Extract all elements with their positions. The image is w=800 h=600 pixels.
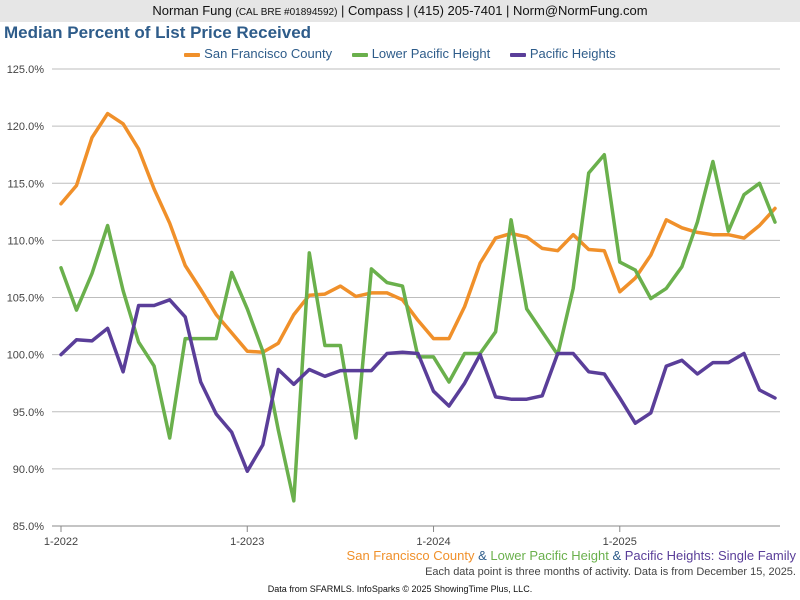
caption-amp-2: & bbox=[608, 548, 625, 563]
x-tick-label: 1-2022 bbox=[44, 536, 78, 548]
legend-label-sf: San Francisco County bbox=[204, 46, 333, 61]
caption-lph: Lower Pacific Height bbox=[490, 548, 609, 563]
y-tick-label: 100.0% bbox=[7, 350, 45, 362]
agent-name: Norman Fung bbox=[152, 3, 232, 18]
legend-swatch-sf bbox=[184, 52, 201, 57]
caption-suffix: : Single Family bbox=[710, 548, 796, 563]
y-tick-label: 105.0% bbox=[7, 293, 45, 305]
y-tick-label: 120.0% bbox=[7, 121, 45, 133]
series-line-3 bbox=[59, 298, 777, 473]
series-line-1 bbox=[59, 111, 777, 355]
legend-item-ph[interactable]: Pacific Heights bbox=[509, 46, 616, 61]
data-note: Each data point is three months of activ… bbox=[425, 566, 796, 578]
y-tick-label: 90.0% bbox=[13, 464, 44, 476]
chart-title: Median Percent of List Price Received bbox=[4, 23, 312, 42]
legend-swatch-lph bbox=[351, 52, 368, 57]
license-number: (CAL BRE #01894592) bbox=[235, 7, 338, 18]
caption-ph: Pacific Heights bbox=[624, 548, 711, 563]
series-line-2 bbox=[59, 152, 777, 503]
y-tick-label: 125.0% bbox=[7, 64, 45, 76]
x-tick-label: 1-2024 bbox=[416, 536, 450, 548]
legend-swatch-ph bbox=[509, 52, 526, 57]
caption-amp-1: & bbox=[474, 548, 491, 563]
legend-item-sf[interactable]: San Francisco County bbox=[184, 46, 332, 61]
y-tick-label: 95.0% bbox=[13, 407, 44, 419]
x-tick-label: 1-2025 bbox=[603, 536, 637, 548]
chart-legend: San Francisco County Lower Pacific Heigh… bbox=[0, 46, 800, 61]
caption-sf: San Francisco County bbox=[346, 548, 475, 563]
header-bar: Norman Fung (CAL BRE #01894592) | Compas… bbox=[0, 0, 800, 22]
contact-info: | Compass | (415) 205-7401 | Norm@NormFu… bbox=[341, 3, 648, 18]
legend-label-ph: Pacific Heights bbox=[529, 46, 616, 61]
legend-item-lph[interactable]: Lower Pacific Height bbox=[351, 46, 491, 61]
chart-caption: San Francisco County & Lower Pacific Hei… bbox=[347, 548, 796, 563]
y-tick-label: 115.0% bbox=[8, 178, 45, 190]
y-tick-label: 85.0% bbox=[13, 521, 44, 533]
legend-label-lph: Lower Pacific Height bbox=[371, 46, 491, 61]
x-tick-label: 1-2023 bbox=[230, 536, 264, 548]
y-tick-label: 110.0% bbox=[8, 235, 45, 247]
data-source: Data from SFARMLS. InfoSparks © 2025 Sho… bbox=[267, 584, 533, 594]
